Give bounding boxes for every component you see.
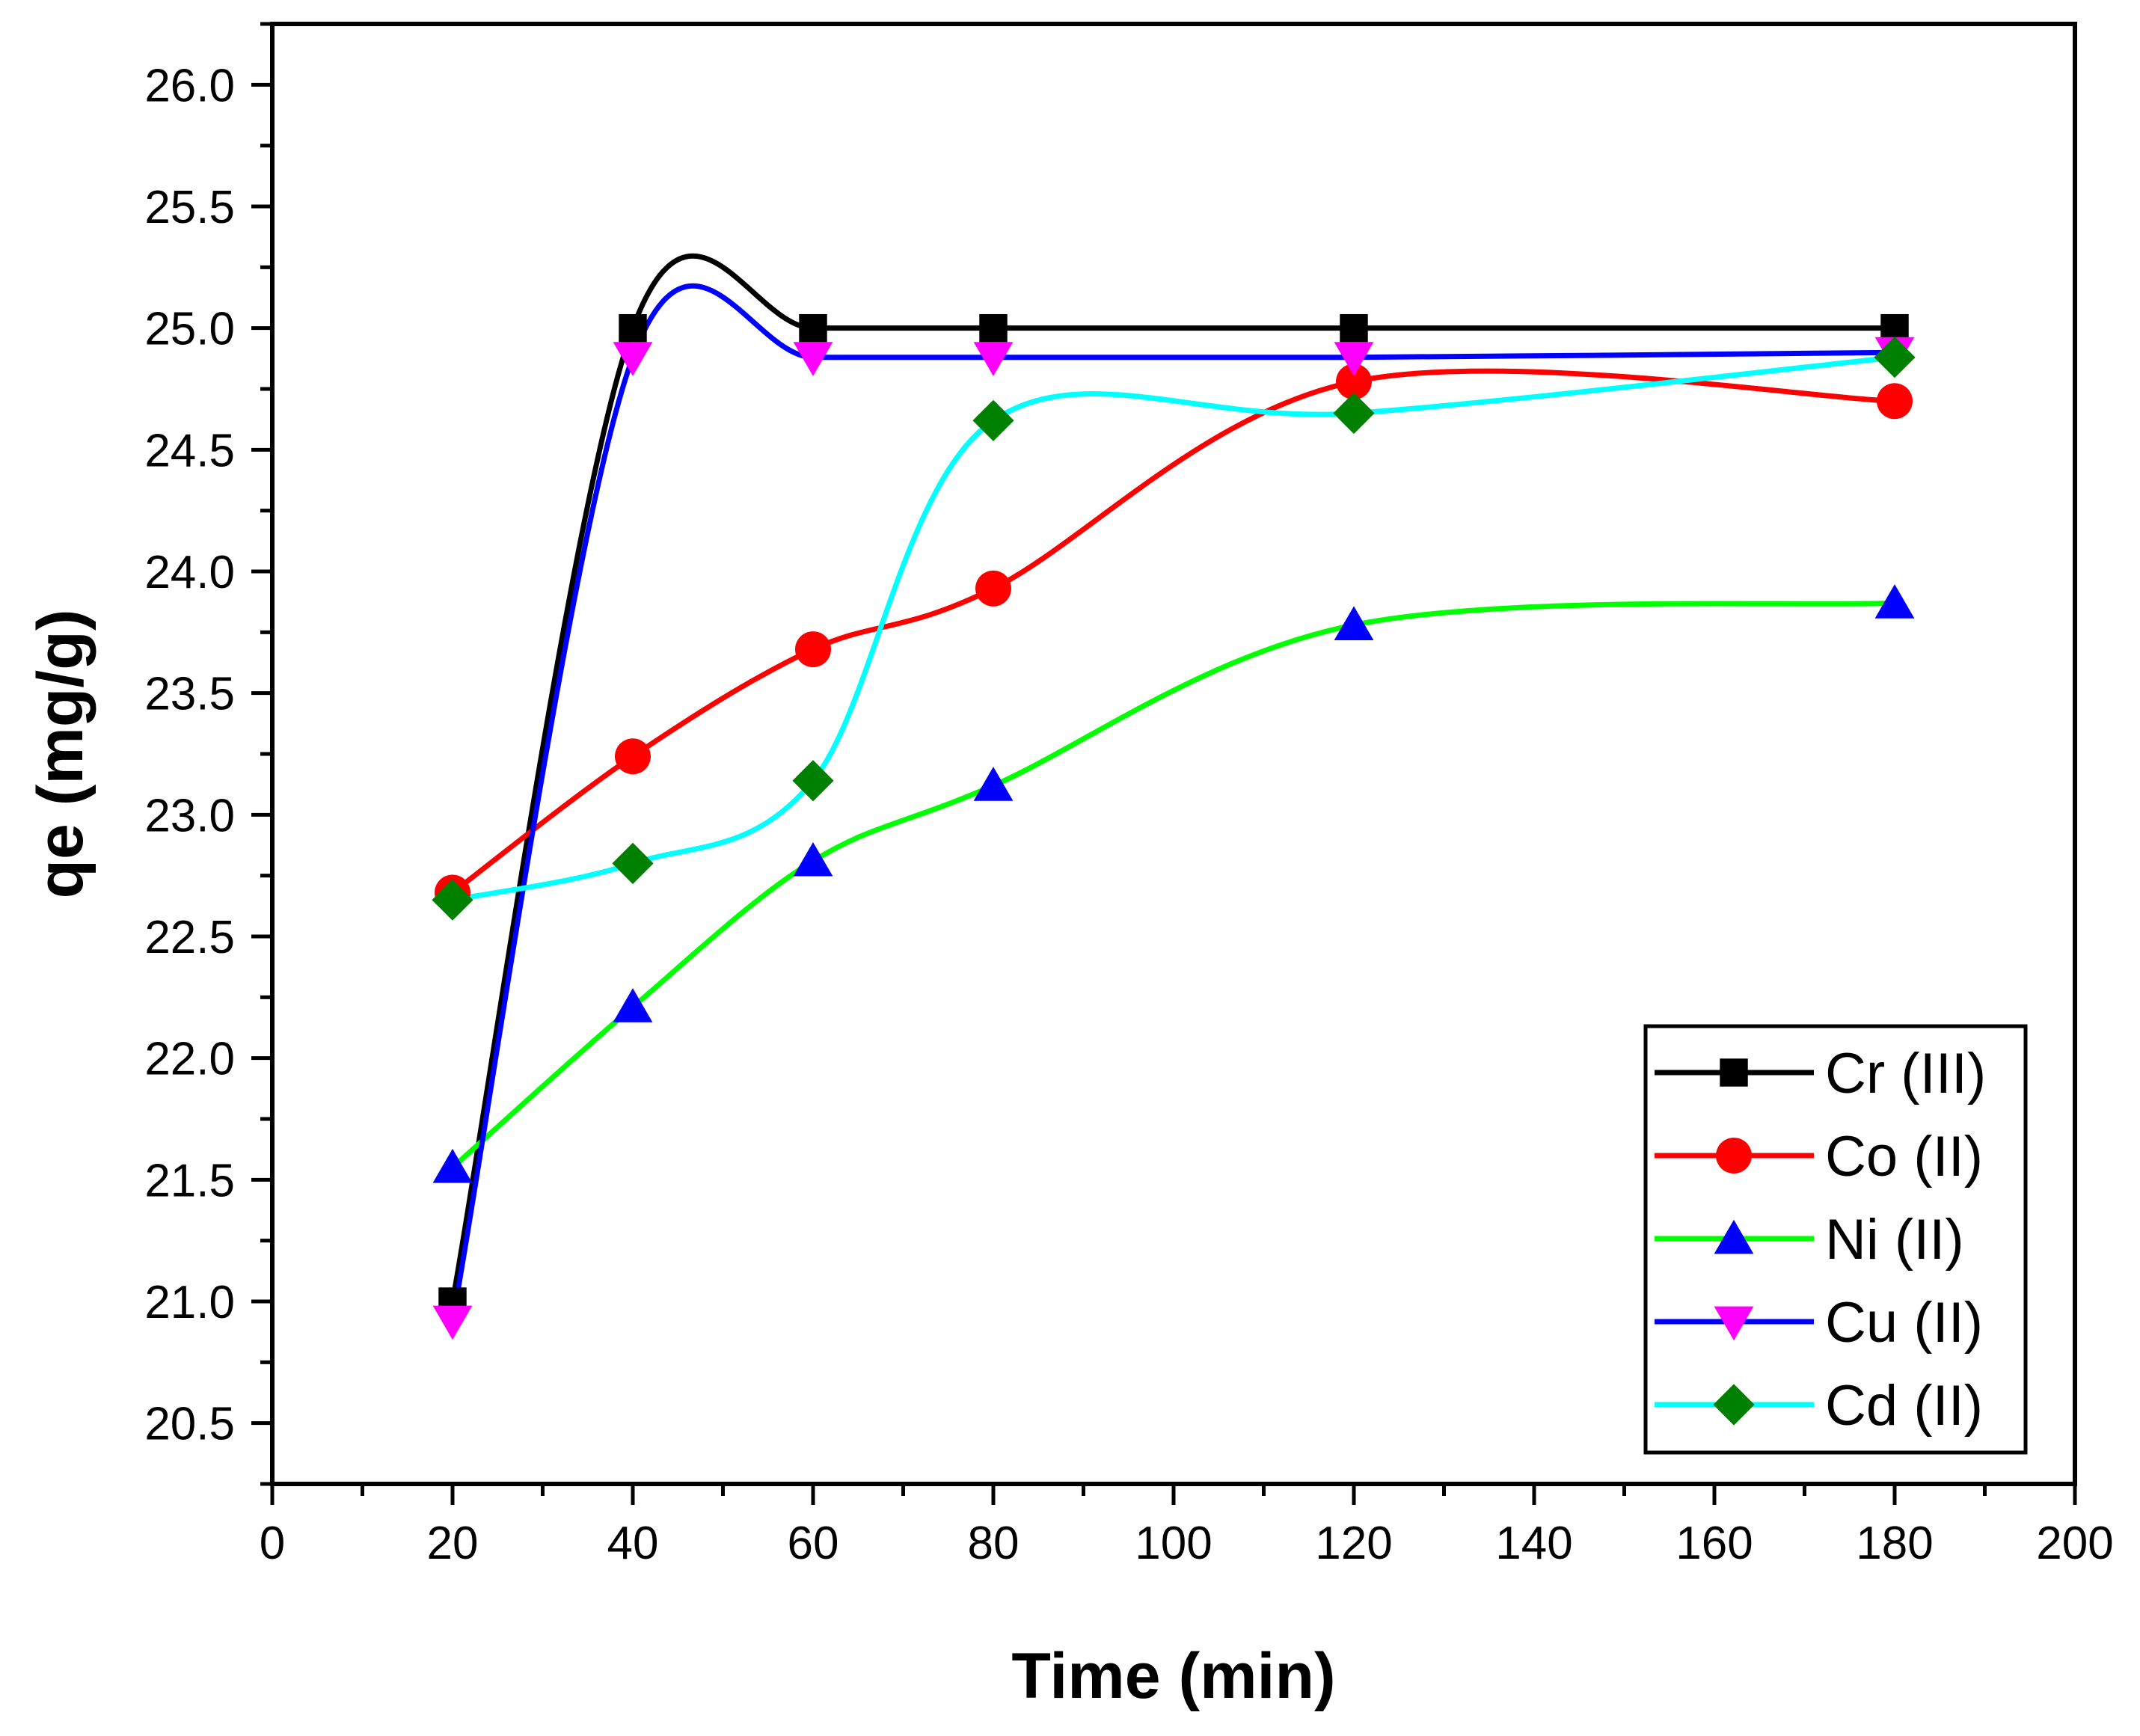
data-point-ni-ii — [973, 767, 1014, 801]
data-point-cu-ii — [613, 342, 653, 376]
x-tick-label: 100 — [1135, 1518, 1212, 1569]
y-tick-label: 24.5 — [144, 425, 235, 476]
data-point-co-ii — [795, 631, 831, 668]
x-tick-label: 160 — [1675, 1518, 1753, 1569]
legend-marker-co-ii — [1716, 1138, 1752, 1174]
legend-marker-cr-iii — [1720, 1058, 1748, 1087]
x-tick-label: 20 — [427, 1518, 479, 1569]
x-tick-label: 140 — [1495, 1518, 1572, 1569]
x-tick-label: 0 — [260, 1518, 285, 1569]
legend-label-cu-ii: Cu (II) — [1825, 1291, 1983, 1355]
legend-marker-ni-ii — [1714, 1219, 1754, 1254]
legend-label-co-ii: Co (II) — [1825, 1125, 1983, 1188]
x-tick-label: 40 — [607, 1518, 659, 1569]
x-tick-label: 200 — [2036, 1518, 2113, 1569]
y-tick-label: 26.0 — [144, 60, 235, 111]
series-line-co-ii — [450, 368, 1898, 895]
data-point-co-ii — [1877, 383, 1913, 420]
x-tick-label: 120 — [1315, 1518, 1392, 1569]
data-point-co-ii — [615, 738, 651, 775]
y-tick-label: 20.5 — [144, 1399, 235, 1450]
y-tick-label: 21.5 — [144, 1155, 235, 1206]
legend-label-cd-ii: Cd (II) — [1825, 1374, 1983, 1438]
data-point-ni-ii — [793, 841, 833, 877]
plot-markers — [432, 313, 1916, 1340]
legend-marker-cu-ii — [1714, 1306, 1754, 1341]
data-point-cr-iii — [619, 313, 647, 343]
y-tick-label: 25.5 — [144, 182, 235, 233]
y-tick-label: 25.0 — [144, 304, 235, 355]
data-point-cu-ii — [973, 342, 1014, 376]
data-point-ni-ii — [613, 988, 653, 1022]
y-tick-label: 22.0 — [144, 1034, 235, 1085]
data-point-cd-ii — [1333, 392, 1375, 435]
y-axis-title: qe (mg/g) — [25, 610, 96, 899]
legend-label-cr-iii: Cr (III) — [1825, 1042, 1986, 1105]
data-point-cu-ii — [1334, 342, 1374, 376]
data-point-cd-ii — [972, 399, 1014, 441]
series-line-cu-ii — [450, 283, 1898, 1324]
data-point-cd-ii — [792, 760, 834, 802]
data-point-ni-ii — [1334, 606, 1374, 640]
data-point-co-ii — [975, 570, 1011, 607]
data-point-cd-ii — [1874, 337, 1916, 378]
y-tick-label: 24.0 — [144, 547, 235, 598]
legend: Cr (III) Co (II) Ni (II) Cu (II) Cd (II) — [1643, 1024, 2028, 1455]
data-point-cu-ii — [793, 342, 833, 376]
data-point-ni-ii — [1874, 584, 1915, 619]
data-point-cr-iii — [1340, 313, 1368, 343]
legend-marker-cd-ii — [1713, 1384, 1755, 1426]
series-line-cr-iii — [450, 253, 1898, 1304]
legend-label-ni-ii: Ni (II) — [1825, 1208, 1964, 1272]
x-axis-title: Time (min) — [1011, 1640, 1335, 1712]
data-point-cu-ii — [432, 1305, 473, 1340]
data-point-ni-ii — [432, 1148, 473, 1183]
data-point-cr-iii — [979, 313, 1008, 343]
y-tick-label: 21.0 — [144, 1277, 235, 1328]
y-tick-label: 22.5 — [144, 912, 235, 963]
data-point-cr-iii — [799, 313, 827, 343]
x-axis: 0 20 40 60 80 100 120 140 160 180 200 — [260, 1484, 2114, 1569]
x-tick-label: 180 — [1856, 1518, 1933, 1569]
x-tick-label: 80 — [968, 1518, 1020, 1569]
y-axis: 20.5 21.0 21.5 22.0 22.5 23.0 23.5 24.0 24.5 25.0… — [144, 22, 272, 1486]
y-tick-label: 23.5 — [144, 669, 235, 720]
data-point-co-ii — [1336, 364, 1372, 400]
series-line-cd-ii — [450, 355, 1898, 903]
data-point-cd-ii — [612, 842, 654, 884]
y-tick-label: 23.0 — [144, 790, 235, 841]
data-point-cd-ii — [432, 879, 473, 921]
x-tick-label: 60 — [788, 1518, 839, 1569]
